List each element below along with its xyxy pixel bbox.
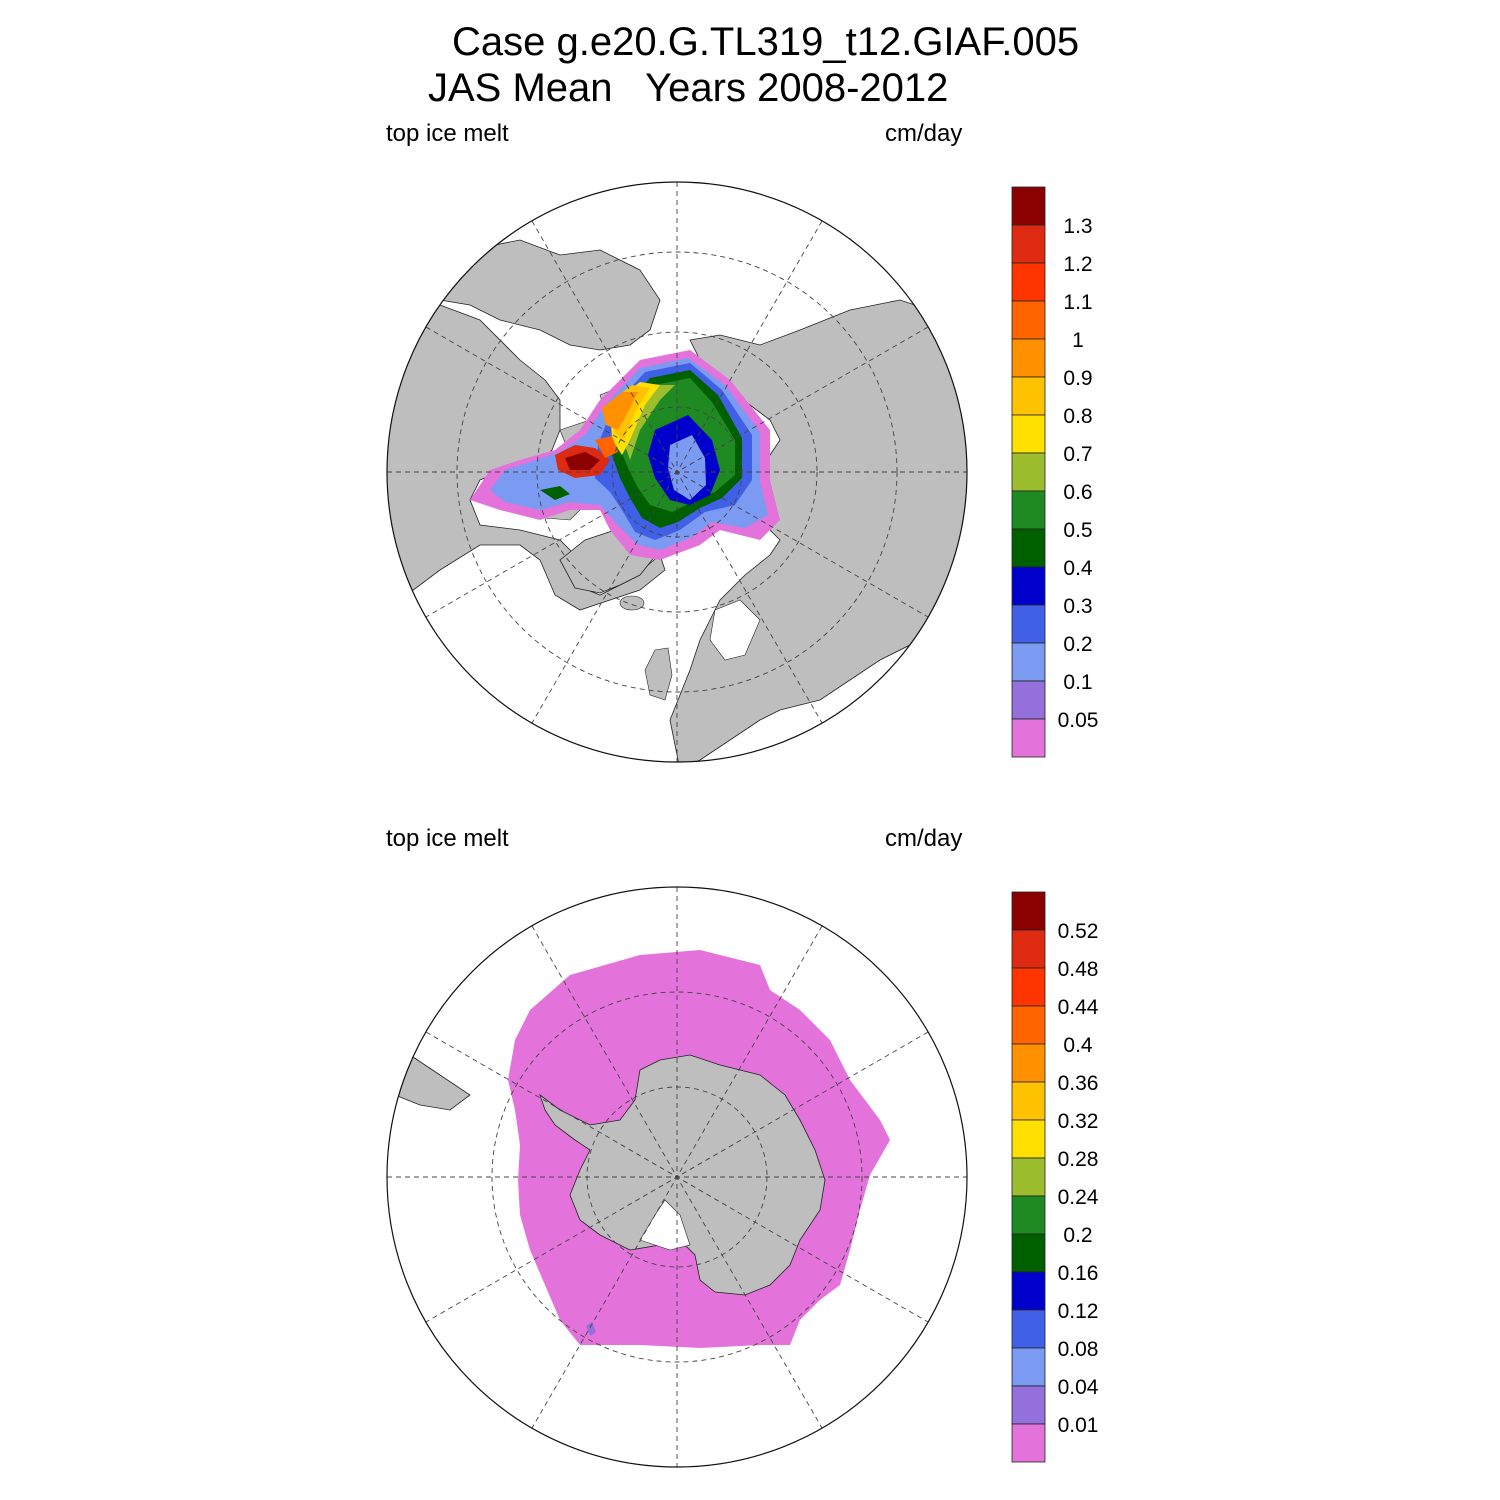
colorbar-tick-label: 0.08 [1058,1338,1099,1361]
colorbar-tick-label: 0.12 [1058,1300,1099,1323]
colorbar-tick-label: 0.9 [1063,367,1092,390]
panel2-variable-label: top ice melt [386,825,509,852]
colorbar-swatch [1011,1271,1046,1311]
colorbar-swatch [1011,1043,1046,1083]
colorbar-swatch [1011,1195,1046,1235]
colorbar-swatch [1011,1309,1046,1349]
colorbar-tick-label: 0.52 [1058,920,1099,943]
colorbar-tick-label: 0.32 [1058,1110,1099,1133]
colorbar-swatch [1011,891,1046,931]
colorbar-tick-label: 0.2 [1063,1224,1092,1247]
panel1-units-label: cm/day [885,120,963,147]
colorbar-tick-label: 0.01 [1058,1414,1099,1437]
colorbar-swatch [1011,967,1046,1007]
small-melt-patch [586,1322,596,1336]
colorbar-tick-label: 0.48 [1058,958,1099,981]
colorbar-tick-label: 0.36 [1058,1072,1099,1095]
colorbar-swatch [1011,1157,1046,1197]
colorbar-south: 0.52 0.48 0.44 0.4 0.36 0.32 0.28 0.24 0.2 0.16 0.… [1011,891,1099,1463]
colorbar-swatch [1011,1119,1046,1159]
colorbar-tick-label: 0.4 [1063,557,1093,580]
colorbar-tick-label: 1.2 [1063,253,1092,276]
colorbar-swatch [1011,718,1046,758]
colorbar-swatch [1011,604,1046,644]
colorbar-swatch [1011,680,1046,720]
colorbar-swatch [1011,262,1046,302]
colorbar-swatch [1011,376,1046,416]
colorbar-swatch [1011,1347,1046,1387]
colorbar-tick-label: 0.7 [1063,443,1092,466]
colorbar-tick-label: 0.1 [1063,671,1092,694]
colorbar-swatch [1011,414,1046,454]
colorbar-north: 1.3 1.2 1.1 1 0.9 0.8 0.7 0.6 0.5 0.4 0.3 0.2 0.1 0.0… [1011,186,1099,758]
iceland-landmass [619,595,645,611]
colorbar-swatch [1011,1081,1046,1121]
colorbar-tick-label: 0.6 [1063,481,1092,504]
antarctic-graticule [387,887,967,1467]
bering-region-land [429,239,661,351]
colorbar-tick-label: 0.44 [1058,996,1099,1019]
colorbar-tick-label: 0.5 [1063,519,1092,542]
colorbar-swatch [1011,1423,1046,1463]
antarctic-map [386,886,968,1468]
panel1-variable-label: top ice melt [386,120,509,147]
britain-landmass [644,647,673,701]
colorbar-swatch [1011,642,1046,682]
colorbar-tick-label: 0.04 [1058,1376,1099,1399]
colorbar-swatch [1011,1385,1046,1425]
plot-title-period: JAS Mean Years 2008-2012 [428,66,949,110]
arctic-map [386,181,968,763]
panel2-units-label: cm/day [885,825,963,852]
colorbar-swatch [1011,452,1046,492]
colorbar-swatch [1011,566,1046,606]
colorbar-tick-label: 0.3 [1063,595,1092,618]
colorbar-tick-label: 0.05 [1058,709,1099,732]
colorbar-swatch [1011,186,1046,226]
colorbar-swatch [1011,1005,1046,1045]
baltic-sea [709,599,761,661]
colorbar-swatch [1011,1233,1046,1273]
colorbar-tick-label: 0.8 [1063,405,1092,428]
arctic-melt-field [470,350,780,560]
colorbar-tick-label: 0.24 [1058,1186,1099,1209]
colorbar-tick-label: 1.3 [1063,215,1092,238]
arctic-graticule [387,182,967,762]
colorbar-swatch [1011,490,1046,530]
colorbar-tick-label: 0.2 [1063,633,1092,656]
colorbar-tick-label: 0.4 [1063,1034,1093,1057]
colorbar-tick-label: 0.28 [1058,1148,1099,1171]
colorbar-swatch [1011,528,1046,568]
colorbar-swatch [1011,300,1046,340]
colorbar-swatch [1011,929,1046,969]
colorbar-tick-label: 0.16 [1058,1262,1099,1285]
colorbar-swatch [1011,338,1046,378]
antarctica-landmass [539,1054,826,1296]
colorbar-tick-label: 1.1 [1063,291,1092,314]
colorbar-tick-label: 1 [1072,329,1084,352]
colorbar-swatch [1011,224,1046,264]
plot-title-case: Case g.e20.G.TL319_t12.GIAF.005 [452,20,1080,64]
